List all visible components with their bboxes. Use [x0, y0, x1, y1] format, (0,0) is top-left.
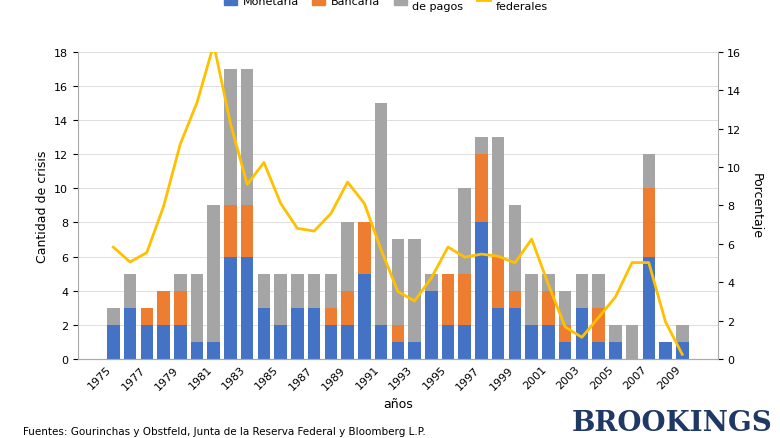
Bar: [140, 308, 153, 325]
Bar: [375, 325, 388, 359]
Bar: [158, 291, 170, 325]
Bar: [558, 342, 572, 359]
Bar: [257, 308, 270, 359]
Bar: [342, 291, 354, 325]
Bar: [475, 155, 488, 223]
Bar: [241, 206, 254, 257]
Bar: [408, 342, 420, 359]
Bar: [324, 325, 337, 359]
Bar: [542, 325, 555, 359]
Bar: [291, 308, 303, 359]
Bar: [425, 291, 438, 359]
Bar: [492, 138, 505, 257]
Bar: [241, 70, 254, 206]
Bar: [542, 291, 555, 325]
Bar: [392, 240, 404, 325]
Bar: [592, 342, 604, 359]
Bar: [375, 104, 388, 325]
Y-axis label: Porcentaje: Porcentaje: [750, 173, 762, 239]
Bar: [609, 325, 622, 342]
Bar: [342, 223, 354, 291]
Text: BROOKINGS: BROOKINGS: [572, 409, 772, 436]
Bar: [441, 325, 454, 359]
Bar: [308, 274, 321, 308]
Bar: [626, 325, 638, 359]
Bar: [609, 342, 622, 359]
Bar: [191, 342, 204, 359]
Bar: [459, 325, 471, 359]
Bar: [526, 274, 538, 325]
Bar: [542, 274, 555, 291]
Bar: [342, 325, 354, 359]
Bar: [676, 342, 689, 359]
Bar: [324, 274, 337, 308]
Bar: [275, 325, 287, 359]
Bar: [475, 138, 488, 155]
Bar: [392, 325, 404, 342]
Bar: [124, 274, 136, 308]
Bar: [558, 291, 572, 325]
Bar: [140, 325, 153, 359]
Bar: [659, 342, 672, 359]
Bar: [492, 257, 505, 308]
Bar: [358, 223, 370, 274]
Bar: [576, 308, 588, 359]
Bar: [392, 342, 404, 359]
X-axis label: años: años: [383, 397, 413, 410]
Bar: [408, 240, 420, 342]
Bar: [459, 274, 471, 325]
Text: Fuentes: Gourinchas y Obstfeld, Junta de la Reserva Federal y Bloomberg L.P.: Fuentes: Gourinchas y Obstfeld, Junta de…: [23, 426, 426, 436]
Bar: [509, 206, 521, 291]
Bar: [107, 308, 119, 325]
Bar: [158, 325, 170, 359]
Bar: [459, 189, 471, 274]
Bar: [475, 223, 488, 359]
Bar: [224, 257, 237, 359]
Bar: [174, 325, 186, 359]
Bar: [308, 308, 321, 359]
Bar: [558, 325, 572, 342]
Bar: [207, 342, 220, 359]
Bar: [124, 308, 136, 359]
Bar: [576, 274, 588, 308]
Bar: [592, 274, 604, 308]
Legend: Monetaria, Bancaria, Cesación
de pagos, Tasa de los fondos
federales: Monetaria, Bancaria, Cesación de pagos, …: [224, 0, 597, 12]
Bar: [526, 325, 538, 359]
Bar: [174, 274, 186, 291]
Bar: [241, 257, 254, 359]
Bar: [257, 274, 270, 308]
Bar: [643, 155, 655, 189]
Bar: [492, 308, 505, 359]
Bar: [191, 274, 204, 342]
Bar: [441, 274, 454, 325]
Bar: [509, 308, 521, 359]
Bar: [643, 189, 655, 257]
Bar: [174, 291, 186, 325]
Bar: [224, 70, 237, 206]
Bar: [275, 274, 287, 325]
Bar: [107, 325, 119, 359]
Bar: [676, 325, 689, 342]
Bar: [592, 308, 604, 342]
Bar: [224, 206, 237, 257]
Y-axis label: Cantidad de crisis: Cantidad de crisis: [36, 150, 48, 262]
Bar: [509, 291, 521, 308]
Bar: [207, 206, 220, 342]
Bar: [643, 257, 655, 359]
Bar: [425, 274, 438, 291]
Bar: [358, 274, 370, 359]
Bar: [324, 308, 337, 325]
Bar: [291, 274, 303, 308]
